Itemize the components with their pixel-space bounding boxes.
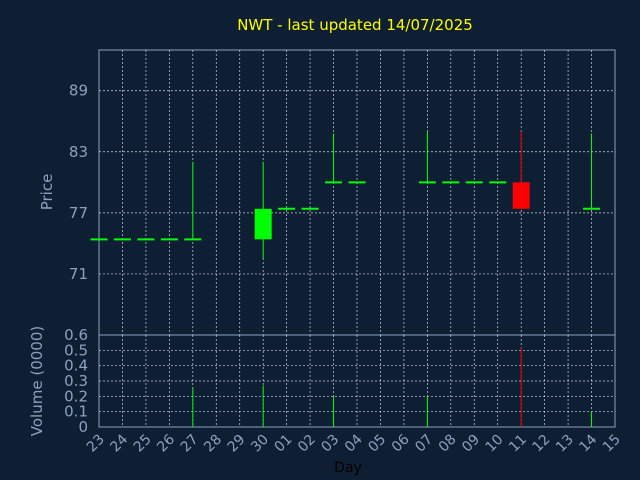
x-axis-label: Day <box>334 460 362 476</box>
volume-y-ticks: 00.10.20.30.40.50.6 <box>64 326 88 436</box>
x-tick-label: 03 <box>318 432 342 456</box>
x-tick-label: 11 <box>506 432 530 456</box>
chart-title: NWT - last updated 14/07/2025 <box>237 16 473 34</box>
x-tick-label: 01 <box>272 432 296 456</box>
price-panel: 71 77 83 89 Price <box>38 49 616 336</box>
x-tick-label: 25 <box>131 432 155 456</box>
candle <box>418 131 436 184</box>
volume-y-tick-label: 0.4 <box>64 357 88 375</box>
x-tick-label: 26 <box>154 431 178 455</box>
candle-body <box>254 208 272 240</box>
x-tick-label: 30 <box>248 432 272 456</box>
volume-y-tick-label: 0.6 <box>64 326 88 344</box>
volume-y-axis-label: Volume (0000) <box>28 326 46 436</box>
price-y-tick-label: 71 <box>69 265 88 283</box>
volume-panel: 00.10.20.30.40.50.6 Volume (0000) <box>28 326 616 436</box>
candle <box>512 131 530 209</box>
candles <box>90 131 601 259</box>
price-y-tick-label: 89 <box>69 82 88 100</box>
volume-bars <box>192 347 593 427</box>
candle-body <box>512 182 530 209</box>
x-tick-label: 15 <box>600 432 624 456</box>
volume-y-tick-label: 0.2 <box>64 387 88 405</box>
volume-y-tick-label: 0 <box>78 418 88 436</box>
candle <box>254 161 272 259</box>
price-y-ticks: 71 77 83 89 <box>69 82 88 283</box>
x-tick-label: 27 <box>178 432 202 456</box>
x-tick-label: 10 <box>483 432 507 456</box>
candle <box>583 133 601 210</box>
candle <box>184 161 202 241</box>
volume-y-tick-label: 0.3 <box>64 372 88 390</box>
x-tick-label: 06 <box>389 431 413 455</box>
x-tick-label: 08 <box>436 432 460 456</box>
x-tick-label: 13 <box>553 432 577 456</box>
price-y-axis-label: Price <box>38 174 56 211</box>
volume-y-tick-label: 0.5 <box>64 341 88 359</box>
price-y-tick-label: 77 <box>69 204 88 222</box>
x-tick-label: 02 <box>295 432 319 456</box>
price-plot-frame <box>98 49 616 336</box>
candle <box>325 133 343 184</box>
x-ticks: 23 24 25 26 27 28 29 30 01 02 03 04 05 06 07 08 09 10 11 12… <box>84 431 624 455</box>
x-tick-label: 14 <box>576 431 600 455</box>
x-tick-label: 29 <box>225 432 249 456</box>
x-tick-label: 09 <box>459 432 483 456</box>
price-y-tick-label: 83 <box>69 143 88 161</box>
volume-grid <box>99 335 615 427</box>
x-tick-label: 07 <box>412 432 436 456</box>
x-tick-label: 24 <box>107 431 131 455</box>
volume-y-tick-label: 0.1 <box>64 403 88 421</box>
x-tick-label: 28 <box>201 432 225 456</box>
x-tick-label: 05 <box>365 432 389 456</box>
price-grid <box>99 50 615 335</box>
x-tick-label: 04 <box>342 431 366 455</box>
x-tick-label: 12 <box>530 432 554 456</box>
